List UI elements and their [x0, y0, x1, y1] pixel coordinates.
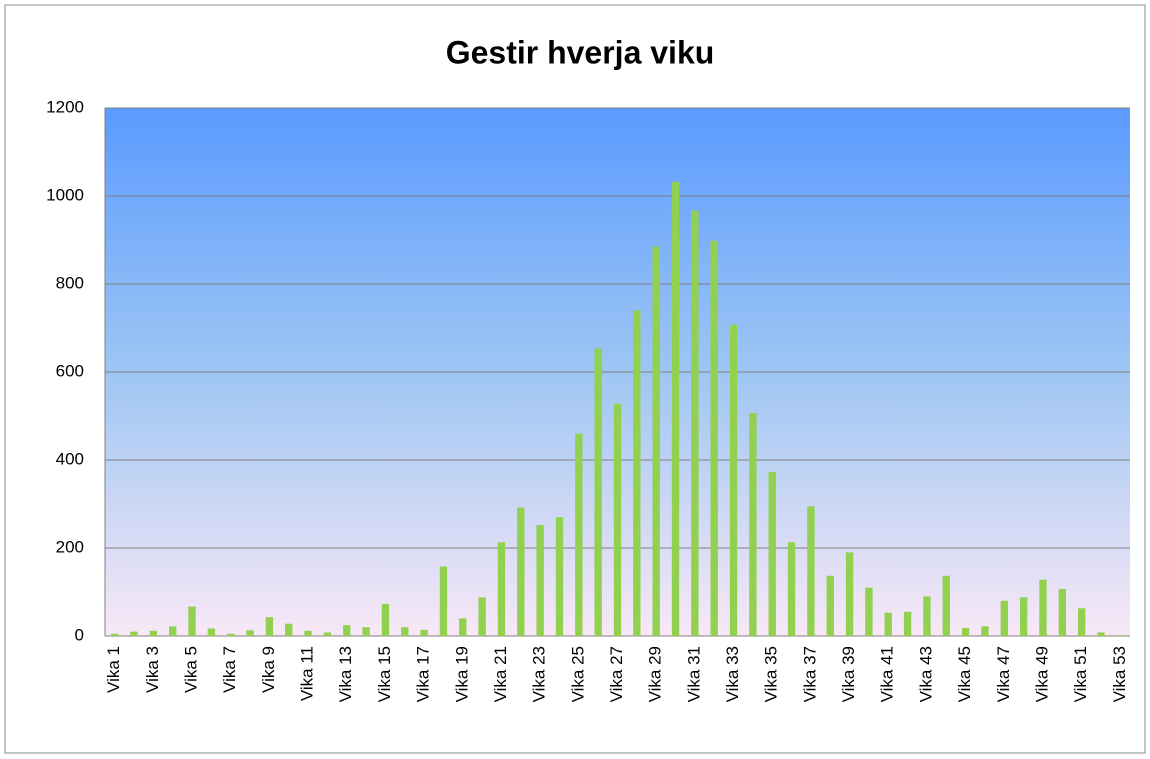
- bar: [246, 630, 254, 636]
- bar: [961, 628, 970, 636]
- x-tick-label: Vika 5: [182, 646, 201, 693]
- bar: [807, 506, 815, 636]
- x-tick-label: Vika 31: [684, 646, 703, 702]
- bar: [691, 210, 699, 636]
- x-tick-label: Vika 3: [143, 646, 162, 693]
- bar: [285, 623, 293, 636]
- bar: [555, 517, 564, 636]
- bar: [110, 633, 119, 636]
- x-tick-label: Vika 53: [1110, 646, 1129, 702]
- bar: [1077, 608, 1086, 636]
- bar: [343, 625, 351, 636]
- bar: [1097, 632, 1105, 636]
- x-tick-label: Vika 7: [220, 646, 239, 693]
- x-tick-label: Vika 25: [568, 646, 587, 702]
- bar: [787, 542, 796, 636]
- bar: [671, 181, 680, 637]
- bar: [729, 324, 738, 636]
- x-tick-label: Vika 47: [994, 646, 1013, 702]
- x-tick-label: Vika 23: [530, 646, 549, 702]
- x-tick-label: Vika 17: [414, 646, 433, 702]
- y-tick-label: 0: [75, 625, 84, 644]
- bar: [304, 630, 312, 636]
- x-tick-label: Vika 1: [104, 646, 123, 693]
- x-tick-label: Vika 13: [336, 646, 355, 702]
- bar: [1058, 588, 1066, 636]
- bar: [575, 433, 583, 636]
- bar: [613, 403, 622, 636]
- bar: [845, 552, 854, 636]
- bar: [884, 612, 892, 636]
- bar: [749, 412, 757, 636]
- bar: [207, 628, 216, 636]
- bar: [169, 626, 177, 636]
- bar: [459, 618, 467, 636]
- bar: [149, 630, 158, 636]
- x-tick-label: Vika 41: [878, 646, 897, 702]
- bar: [981, 626, 989, 636]
- x-tick-label: Vika 43: [916, 646, 935, 702]
- bar: [903, 611, 912, 636]
- bar: [497, 542, 506, 636]
- x-tick-label: Vika 21: [491, 646, 510, 702]
- bar: [130, 631, 138, 636]
- bar: [439, 566, 448, 636]
- x-tick-label: Vika 15: [375, 646, 394, 702]
- x-tick-label: Vika 37: [800, 646, 819, 702]
- bar: [1039, 579, 1047, 636]
- bar: [517, 507, 525, 636]
- bar: [381, 603, 390, 636]
- bar: [401, 627, 409, 636]
- bar: [188, 606, 196, 636]
- y-tick-label: 1200: [46, 97, 84, 116]
- bar: [942, 575, 950, 636]
- x-tick-label: Vika 35: [762, 646, 781, 702]
- y-tick-label: 200: [56, 537, 84, 556]
- x-tick-label: Vika 27: [607, 646, 626, 702]
- x-tick-label: Vika 29: [646, 646, 665, 702]
- bar: [1000, 600, 1008, 636]
- bar: [865, 587, 873, 636]
- x-tick-label: Vika 11: [298, 646, 317, 701]
- y-tick-label: 1000: [46, 185, 84, 204]
- x-tick-label: Vika 19: [452, 646, 471, 702]
- bar: [420, 629, 428, 636]
- bar: [633, 310, 641, 636]
- x-tick-label: Vika 51: [1071, 646, 1090, 702]
- bar: [768, 471, 776, 636]
- y-tick-label: 600: [56, 361, 84, 380]
- bar: [265, 617, 274, 636]
- x-tick-label: Vika 49: [1032, 646, 1051, 702]
- y-tick-label: 400: [56, 449, 84, 468]
- x-tick-label: Vika 45: [955, 646, 974, 702]
- bar: [1019, 597, 1028, 636]
- bar: [227, 633, 235, 636]
- y-tick-label: 800: [56, 273, 84, 292]
- bar: [478, 597, 486, 636]
- bar: [536, 525, 544, 636]
- bar: [923, 596, 931, 636]
- x-tick-label: Vika 33: [723, 646, 742, 702]
- x-tick-label: Vika 9: [259, 646, 278, 693]
- bar: [652, 246, 660, 636]
- chart-title: Gestir hverja viku: [446, 34, 715, 70]
- bar: [1116, 635, 1125, 636]
- bar: [826, 575, 834, 636]
- x-tick-label: Vika 39: [839, 646, 858, 702]
- bar: [323, 632, 332, 636]
- bar: [710, 240, 718, 636]
- bar: [362, 627, 370, 636]
- bar: [594, 348, 602, 636]
